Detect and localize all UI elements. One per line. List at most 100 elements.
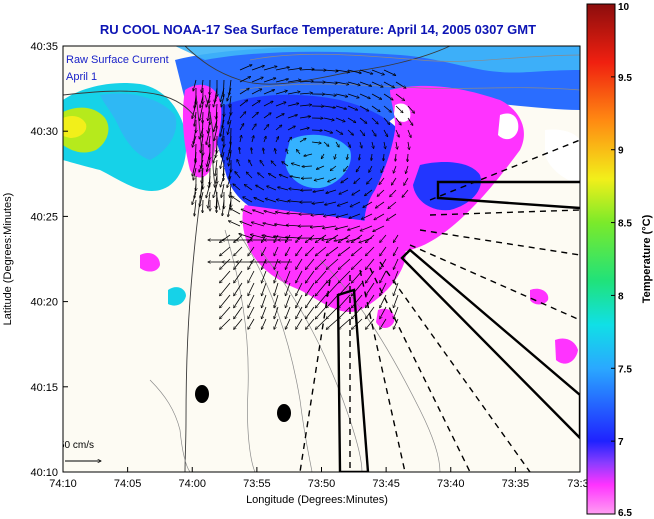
current-vector [285, 246, 291, 256]
current-vector [206, 183, 211, 198]
y-axis-ticks: 40:35 40:30 40:25 40:20 40:15 40:10 [30, 41, 68, 479]
current-vector [239, 65, 252, 71]
colorbar [586, 3, 616, 515]
current-vector [287, 92, 300, 95]
current-vector [299, 138, 306, 143]
current-vector [347, 141, 350, 148]
radar-box-east [436, 180, 580, 210]
current-vector [208, 119, 211, 133]
current-vector [356, 165, 361, 172]
current-vector [316, 165, 325, 169]
current-vector [213, 151, 218, 163]
current-vector [351, 318, 363, 329]
current-vector [383, 105, 392, 112]
current-vector [296, 270, 303, 283]
current-vector [287, 126, 295, 131]
current-vector [344, 165, 349, 171]
current-vector [248, 282, 255, 296]
current-vector [274, 282, 279, 296]
current-vector [252, 136, 254, 143]
current-vector [220, 119, 225, 137]
current-vector [290, 176, 301, 179]
current-vector [202, 167, 203, 183]
current-vector [339, 189, 349, 194]
current-vector [248, 318, 255, 329]
current-vector [263, 101, 273, 107]
current-vector [391, 177, 397, 185]
current-vector [352, 189, 361, 195]
current-vector [216, 103, 217, 119]
current-vector [220, 87, 225, 102]
current-vector [347, 117, 356, 123]
y-tick-label: 40:30 [30, 126, 58, 138]
current-vector [243, 197, 253, 203]
current-vector [296, 294, 303, 308]
current-vector [347, 93, 359, 98]
current-vector [299, 69, 314, 70]
current-vector [393, 306, 399, 319]
current-vector [347, 129, 354, 135]
current-vector [354, 177, 361, 184]
colorbar-tick-label: 8.5 [618, 219, 632, 230]
current-vector [304, 153, 313, 156]
current-vector [310, 226, 325, 227]
current-vector [192, 135, 197, 147]
current-vector [315, 306, 327, 319]
current-vector [220, 270, 231, 283]
current-vector [253, 210, 265, 215]
current-vector [275, 102, 286, 107]
current-vector [261, 318, 267, 329]
current-vector [383, 153, 384, 161]
current-vector [289, 189, 301, 190]
current-vector [206, 127, 211, 145]
current-vector [351, 282, 363, 296]
colorbar-tick-label: 9.5 [618, 73, 632, 84]
current-vector [207, 159, 211, 172]
current-vector [239, 100, 248, 107]
current-vector [371, 93, 382, 99]
current-vector [221, 143, 225, 157]
current-vector [361, 213, 373, 219]
radar-line-4 [409, 244, 580, 321]
colorbar-tick-label: 7.5 [618, 364, 632, 375]
current-vector [285, 306, 291, 319]
chart-title: RU COOL NOAA-17 Sea Surface Temperature:… [100, 22, 536, 37]
current-vector [365, 306, 375, 319]
current-vector [296, 306, 303, 319]
current-vector [200, 191, 204, 207]
sst-cyan-band [100, 93, 177, 160]
current-vector [261, 270, 267, 283]
cloud-hole-2 [545, 129, 580, 185]
current-vector [248, 258, 255, 270]
current-vector [299, 116, 311, 119]
current-vector [251, 148, 252, 155]
current-vector [263, 66, 277, 71]
radar-line-2 [429, 209, 580, 216]
current-vector [299, 105, 312, 106]
current-vector [350, 201, 361, 207]
current-vector [200, 135, 204, 153]
current-vector [407, 129, 411, 138]
current-vector [239, 77, 251, 83]
current-vector [244, 184, 253, 191]
current-vector [315, 246, 327, 256]
y-tick-label: 40:15 [30, 382, 58, 394]
current-vector [348, 225, 361, 230]
current-vector [192, 103, 197, 119]
current-vector [229, 151, 232, 166]
current-vector [296, 246, 303, 256]
current-vector [330, 165, 337, 171]
current-vector [393, 318, 399, 329]
current-vector [393, 294, 399, 308]
current-vector [288, 201, 301, 202]
current-vector [251, 124, 256, 131]
current-vector [231, 196, 241, 203]
current-vector [251, 77, 263, 83]
current-vector [315, 234, 327, 243]
current-vector [206, 95, 211, 107]
current-vector [404, 177, 409, 186]
current-vector [194, 199, 197, 216]
current-vector [311, 142, 321, 143]
current-vector [287, 80, 301, 83]
current-vector [326, 306, 339, 319]
